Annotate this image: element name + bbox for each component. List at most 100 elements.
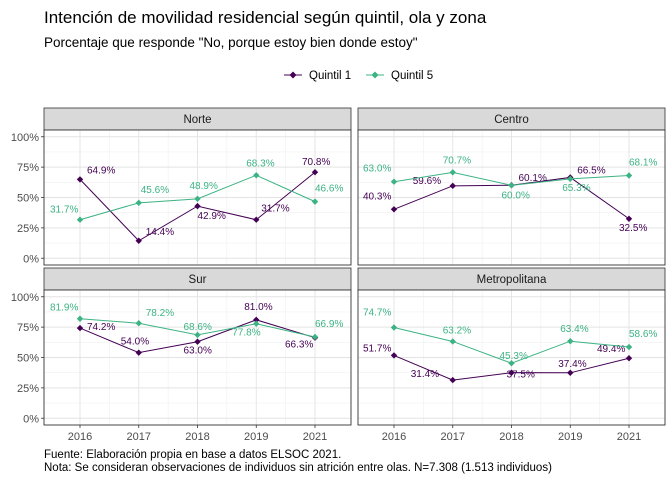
- data-point-quintil-1: [390, 352, 398, 359]
- legend-label-quintil-5: Quintil 5: [391, 70, 433, 82]
- y-tick-label: 100%: [11, 132, 39, 144]
- data-label-quintil-5: 58.6%: [629, 329, 657, 340]
- y-tick-label: 0%: [23, 413, 39, 425]
- data-point-quintil-1: [135, 349, 142, 356]
- data-point-quintil-5: [76, 315, 84, 322]
- data-label-quintil-5: 63.0%: [363, 164, 391, 175]
- legend-marker-quintil-5: [371, 71, 379, 79]
- data-point-quintil-5: [508, 360, 515, 367]
- chart-subtitle: Porcentaje que responde "No, porque esto…: [44, 35, 418, 50]
- panels: Norte 64.9% 14.4% 42.9% 31.7% 70.8% 31.7% 45.6%…: [43, 107, 666, 426]
- data-label-quintil-5: 46.6%: [315, 184, 343, 195]
- data-point-quintil-5: [449, 338, 456, 345]
- data-label-quintil-5: 77.8%: [232, 328, 260, 339]
- data-point-quintil-5: [311, 198, 319, 205]
- data-point-quintil-1: [194, 338, 201, 345]
- data-label-quintil-5: 70.7%: [443, 155, 471, 166]
- data-point-quintil-5: [253, 172, 260, 179]
- y-tick-label: 25%: [17, 223, 39, 235]
- data-label-quintil-1: 54.0%: [121, 337, 149, 348]
- data-point-quintil-5: [194, 331, 201, 339]
- data-point-quintil-1: [194, 202, 201, 210]
- data-point-quintil-5: [194, 195, 201, 203]
- series-quintil-1-norte: 64.9% 14.4% 42.9% 31.7% 70.8%: [76, 157, 330, 244]
- data-label-quintil-5: 45.6%: [141, 185, 169, 196]
- data-label-quintil-1: 49.4%: [597, 344, 625, 355]
- data-point-quintil-5: [135, 320, 142, 327]
- panel-norte: Norte 64.9% 14.4% 42.9% 31.7% 70.8% 31.7% 45.6%…: [43, 107, 352, 266]
- series-quintil-5-metropolitana: 74.7% 63.2% 45.3% 63.4% 58.6%: [363, 307, 657, 367]
- panel-title-metropolitana: Metropolitana: [477, 274, 547, 286]
- data-point-quintil-1: [449, 182, 456, 190]
- data-point-quintil-5: [567, 175, 574, 183]
- data-label-quintil-1: 14.4%: [146, 227, 174, 238]
- series-quintil-5-sur: 81.9% 78.2% 68.6% 77.8% 66.9%: [50, 303, 343, 341]
- data-point-quintil-5: [135, 199, 142, 207]
- data-label-quintil-5: 63.2%: [443, 325, 471, 336]
- data-point-quintil-5: [390, 324, 398, 331]
- data-label-quintil-1: 51.7%: [363, 343, 391, 354]
- data-label-quintil-1: 64.9%: [87, 165, 115, 176]
- panel-title-centro: Centro: [494, 114, 529, 126]
- x-tick-label: 2019: [244, 431, 268, 443]
- data-label-quintil-1: 63.0%: [184, 346, 212, 357]
- panel-title-norte: Norte: [183, 114, 211, 126]
- y-tick-label: 50%: [17, 353, 39, 365]
- x-tick-label: 2017: [127, 431, 151, 443]
- series-quintil-1-sur: 74.2% 54.0% 63.0% 81.0% 66.3%: [76, 302, 319, 357]
- data-point-quintil-1: [253, 216, 260, 223]
- data-label-quintil-1: 66.3%: [285, 340, 313, 351]
- data-point-quintil-5: [508, 182, 515, 189]
- data-label-quintil-1: 74.2%: [87, 322, 115, 333]
- data-point-quintil-5: [625, 343, 633, 351]
- data-label-quintil-5: 81.9%: [50, 303, 78, 314]
- data-label-quintil-1: 37.5%: [507, 370, 535, 381]
- data-label-quintil-1: 60.1%: [519, 173, 547, 184]
- data-point-quintil-5: [311, 333, 319, 341]
- data-point-quintil-5: [76, 216, 84, 223]
- y-tick-label: 0%: [23, 253, 39, 265]
- x-tick-label: 2021: [617, 431, 641, 443]
- data-label-quintil-5: 63.4%: [560, 324, 588, 335]
- caption-note: Nota: Se consideran observaciones de ind…: [44, 462, 552, 474]
- legend-item-quintil-1: Quintil 1: [284, 70, 351, 82]
- data-point-quintil-1: [625, 355, 633, 362]
- data-label-quintil-5: 78.2%: [146, 308, 174, 319]
- data-label-quintil-5: 45.3%: [500, 351, 528, 362]
- y-tick-label: 75%: [17, 322, 39, 334]
- data-point-quintil-5: [625, 172, 633, 179]
- data-label-quintil-5: 31.7%: [50, 205, 78, 216]
- x-tick-label: 2018: [185, 431, 209, 443]
- x-tick-label: 2021: [303, 431, 327, 443]
- data-label-quintil-1: 66.5%: [577, 165, 605, 176]
- series-quintil-5-centro: 63.0% 70.7% 60.0% 65.3% 68.1%: [363, 155, 657, 201]
- x-tick-label: 2017: [441, 431, 465, 443]
- data-point-quintil-1: [449, 376, 456, 384]
- y-tick-label: 100%: [11, 292, 39, 304]
- data-label-quintil-1: 42.9%: [198, 211, 226, 222]
- data-label-quintil-5: 48.9%: [190, 181, 218, 192]
- x-tick-label: 2016: [68, 431, 92, 443]
- data-label-quintil-5: 66.9%: [315, 319, 343, 330]
- series-quintil-5-norte: 31.7% 45.6% 48.9% 68.3% 46.6%: [50, 158, 343, 223]
- panel-border-centro: [357, 129, 666, 266]
- data-label-quintil-5: 68.6%: [184, 322, 212, 333]
- data-label-quintil-1: 31.4%: [411, 369, 439, 380]
- data-point-quintil-1: [76, 176, 84, 183]
- data-point-quintil-1: [135, 237, 142, 244]
- data-label-quintil-5: 74.7%: [363, 307, 391, 318]
- data-point-quintil-5: [253, 320, 260, 327]
- y-tick-label: 50%: [17, 193, 39, 205]
- data-label-quintil-1: 31.7%: [261, 204, 289, 215]
- data-label-quintil-1: 70.8%: [302, 157, 330, 168]
- y-tick-label: 75%: [17, 162, 39, 174]
- data-point-quintil-1: [253, 316, 260, 324]
- data-label-quintil-1: 59.6%: [413, 176, 441, 187]
- x-tick-label: 2018: [499, 431, 523, 443]
- data-label-quintil-1: 32.5%: [619, 223, 647, 234]
- data-point-quintil-1: [567, 369, 574, 377]
- data-label-quintil-5: 68.3%: [246, 158, 274, 169]
- data-point-quintil-1: [76, 324, 84, 332]
- data-point-quintil-1: [508, 369, 515, 376]
